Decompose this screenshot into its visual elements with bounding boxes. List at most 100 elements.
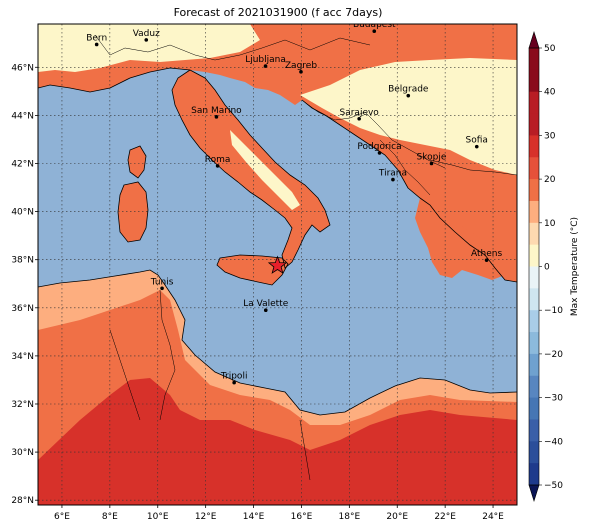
colorbar-band xyxy=(529,397,539,420)
colorbar-band xyxy=(529,157,539,180)
colorbar: 50 40 30 20 10 0 −10 −20 −30 −40 −50 Max Temperatur… xyxy=(528,30,580,503)
city-label: Sofia xyxy=(466,136,488,146)
city-label: Tripoli xyxy=(220,372,248,382)
city-label: Belgrade xyxy=(388,85,429,95)
city-dot xyxy=(474,144,479,149)
colorbar-band xyxy=(529,222,539,246)
lat-tick-label: 44°N xyxy=(11,111,34,121)
colorbar-band xyxy=(529,353,539,377)
latitude-ticks: 28°N 30°N 32°N 34°N 36°N 38°N 40°N 42°N 44°N 46°N xyxy=(11,63,38,506)
colorbar-extend-top xyxy=(528,30,540,49)
colorbar-tick-label: 20 xyxy=(544,175,556,185)
star-icon xyxy=(267,255,288,274)
colorbar-band xyxy=(529,244,539,267)
city-dot xyxy=(215,164,220,168)
city-label: Sarajevo xyxy=(340,108,380,118)
map-frame xyxy=(37,23,518,506)
city-dot xyxy=(377,151,382,155)
city-dot xyxy=(357,116,361,121)
colorbar-label: Max Temperature (°C) xyxy=(570,217,580,316)
city-label: San Marino xyxy=(191,106,242,116)
colorbar-tick-label: 50 xyxy=(544,44,556,54)
city-dot xyxy=(372,29,377,34)
lon-tick-label: 14°E xyxy=(243,512,265,522)
city-dot xyxy=(160,286,164,291)
city-dot xyxy=(94,42,99,47)
alps-cool-region xyxy=(38,24,260,72)
lat-tick-label: 42°N xyxy=(11,159,34,169)
lon-tick-label: 6°E xyxy=(54,512,70,522)
lat-tick-label: 32°N xyxy=(11,400,34,410)
colorbar-band xyxy=(529,375,539,399)
colorbar-band xyxy=(529,91,539,115)
lat-tick-label: 36°N xyxy=(11,304,34,314)
lon-tick-label: 16°E xyxy=(291,512,313,522)
corsica-land xyxy=(128,146,146,178)
lat-tick-label: 28°N xyxy=(11,496,34,506)
city-dot xyxy=(429,161,434,166)
colorbar-tick-label: −10 xyxy=(544,306,563,316)
lon-tick-label: 22°E xyxy=(434,512,456,522)
lon-tick-label: 8°E xyxy=(102,512,118,522)
colorbar-tick-label: 0 xyxy=(544,263,550,273)
city-dot xyxy=(299,70,303,74)
colorbar-tick-label: −30 xyxy=(544,394,563,404)
lat-tick-label: 30°N xyxy=(11,448,34,458)
city-dot xyxy=(263,64,268,68)
colorbar-extend-bottom xyxy=(528,484,540,503)
city-label: Bern xyxy=(86,33,107,43)
colorbar-tick-label: 30 xyxy=(544,131,556,141)
colorbar-band xyxy=(529,332,539,355)
apennine-cool-region xyxy=(230,130,300,210)
colorbar-band xyxy=(529,200,539,224)
city-dot xyxy=(263,308,268,312)
colorbar-band xyxy=(529,419,539,442)
balkan-cool-region xyxy=(300,58,517,175)
graticule xyxy=(38,24,517,505)
colorbar-band xyxy=(529,310,539,333)
lat-tick-label: 34°N xyxy=(11,352,34,362)
city-label: Tunis xyxy=(150,277,174,287)
city-label: Budapest xyxy=(353,20,396,30)
colorbar-tick-label: 40 xyxy=(544,88,556,98)
city-dot xyxy=(391,177,395,182)
colorbar-band xyxy=(529,266,539,289)
city-dot xyxy=(144,38,149,42)
colorbar-band xyxy=(529,441,539,464)
lat-tick-label: 38°N xyxy=(11,256,34,266)
lon-tick-label: 18°E xyxy=(339,512,361,522)
city-label: La Valette xyxy=(243,299,288,309)
colorbar-tick-label: −20 xyxy=(544,350,563,360)
map-title: Forecast of 2021031900 (f acc 7days) xyxy=(173,6,383,19)
city-label: Podgorica xyxy=(357,142,401,152)
city-dot xyxy=(214,115,219,119)
city-label: Tirana xyxy=(378,169,407,179)
colorbar-tick-label: −50 xyxy=(544,481,563,491)
location-marker xyxy=(267,255,288,274)
city-dot xyxy=(232,380,236,385)
lat-tick-label: 40°N xyxy=(11,208,34,218)
city-label: Zagreb xyxy=(285,61,317,71)
colorbar-band xyxy=(529,135,539,158)
italy-land xyxy=(172,70,330,268)
city-label: Ljubljana xyxy=(245,55,286,65)
lon-tick-label: 24°E xyxy=(482,512,504,522)
city-label: Roma xyxy=(205,155,231,165)
longitude-ticks: 6°E 8°E 10°E 12°E 14°E 16°E 18°E 20°E 22°E 24°E xyxy=(54,505,504,522)
colorbar-band xyxy=(529,113,539,136)
colorbar-tick-label: −40 xyxy=(544,437,563,447)
lon-tick-label: 12°E xyxy=(195,512,217,522)
colorbar-band xyxy=(529,179,539,202)
colorbar-band xyxy=(529,288,539,311)
city-dot xyxy=(406,93,411,98)
lon-tick-label: 20°E xyxy=(386,512,408,522)
colorbar-band xyxy=(529,48,539,71)
colorbar-tick-label: 10 xyxy=(544,219,556,229)
lat-tick-label: 46°N xyxy=(11,63,34,73)
city-label: Athens xyxy=(471,249,502,259)
colorbar-band xyxy=(529,463,539,486)
lon-tick-label: 10°E xyxy=(147,512,169,522)
city-dot xyxy=(484,258,489,262)
